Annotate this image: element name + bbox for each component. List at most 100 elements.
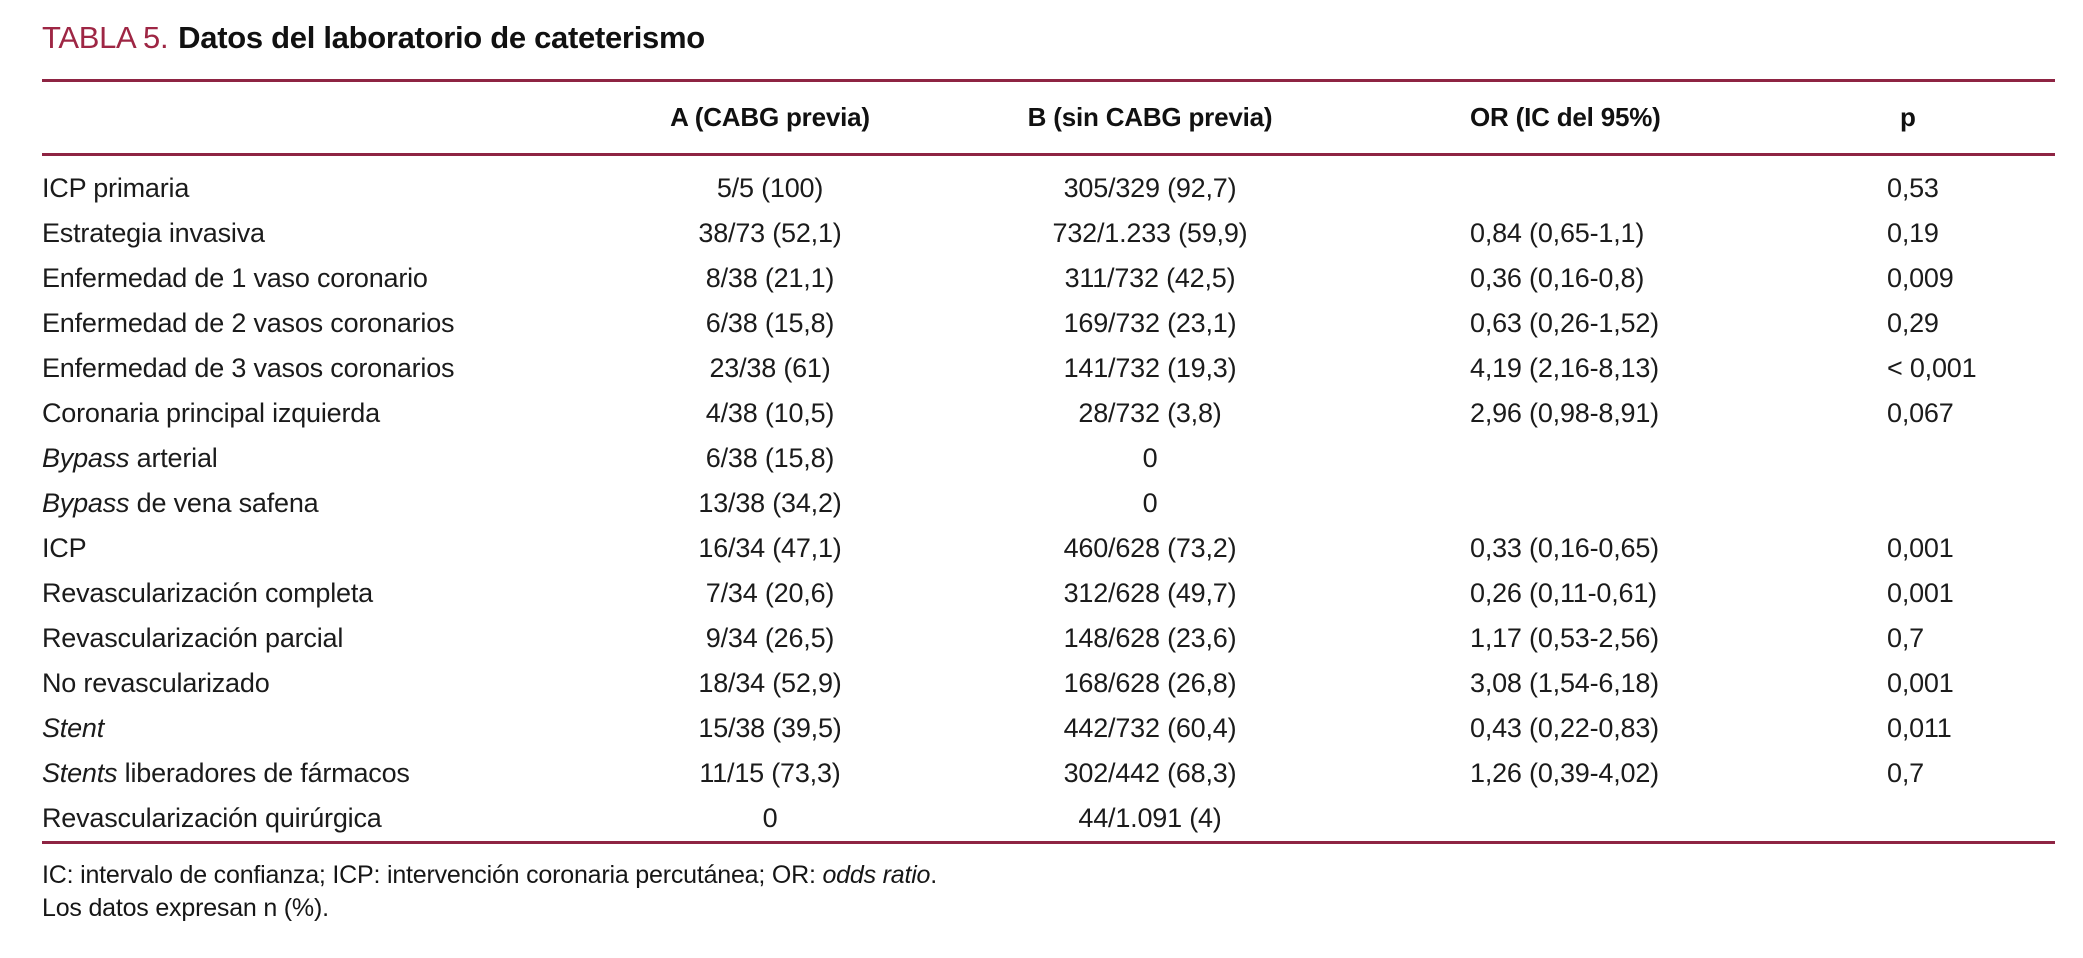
cell-or: 1,17 (0,53-2,56) xyxy=(1470,623,1659,653)
table-row: Estrategia invasiva 38/73 (52,1) 732/1.2… xyxy=(42,211,2055,256)
row-label-cell: Coronaria principal izquierda xyxy=(42,391,640,436)
table-row: ICP primaria 5/5 (100) 305/329 (92,7) 0,… xyxy=(42,155,2055,212)
row-label-italic-part: Bypass xyxy=(42,488,130,518)
row-label-cell: Estrategia invasiva xyxy=(42,211,640,256)
table-footnotes: IC: intervalo de confianza; ICP: interve… xyxy=(42,859,2055,925)
cell-p: 0,7 xyxy=(1887,758,1924,788)
footnote-data-format: Los datos expresan n (%). xyxy=(42,894,329,922)
footnote-abbreviations: IC: intervalo de confianza; ICP: interve… xyxy=(42,859,2055,892)
cell-group-a: 6/38 (15,8) xyxy=(705,308,835,338)
column-header-group-b: B (sin CABG previa) xyxy=(900,79,1400,156)
table-caption: TABLA 5. Datos del laboratorio de cateter… xyxy=(42,18,2055,58)
table-row: No revascularizado 18/34 (52,9) 168/628 … xyxy=(42,661,2055,706)
cell-or xyxy=(1400,155,1850,212)
cell-group-a: 0 xyxy=(640,796,900,844)
cell-or: 0,63 (0,26-1,52) xyxy=(1470,308,1659,338)
cell-or: 3,08 (1,54-6,18) xyxy=(1470,668,1659,698)
row-label-text: ICP xyxy=(42,533,87,563)
table-row: Enfermedad de 3 vasos coronarios 23/38 (… xyxy=(42,346,2055,391)
row-label-text: Estrategia invasiva xyxy=(42,218,265,248)
cell-p: 0,011 xyxy=(1887,713,1952,743)
table-title: Datos del laboratorio de cateterismo xyxy=(178,20,705,55)
cell-or: 0,43 (0,22-0,83) xyxy=(1470,713,1659,743)
row-label-italic-part: Bypass xyxy=(42,443,130,473)
column-header-p: p xyxy=(1850,79,2055,156)
table-header: A (CABG previa) B (sin CABG previa) OR (… xyxy=(42,79,2055,156)
cell-or xyxy=(1400,481,1850,526)
row-label-text: Revascularización quirúrgica xyxy=(42,803,382,833)
cell-group-a: 13/38 (34,2) xyxy=(698,488,842,518)
cell-p: 0,001 xyxy=(1887,668,1954,698)
cell-group-b: 28/732 (3,8) xyxy=(1078,398,1222,428)
cell-group-b: 732/1.233 (59,9) xyxy=(1052,218,1248,248)
table-row: Stents liberadores de fármacos 11/15 (73… xyxy=(42,751,2055,796)
row-label-text: Enfermedad de 1 vaso coronario xyxy=(42,263,428,293)
cell-group-b: 168/628 (26,8) xyxy=(1063,668,1237,698)
row-label-text: Enfermedad de 3 vasos coronarios xyxy=(42,353,455,383)
table-row: ICP 16/34 (47,1) 460/628 (73,2) 0,33 (0,… xyxy=(42,526,2055,571)
cell-or: 0,84 (0,65-1,1) xyxy=(1470,218,1645,248)
cell-group-b: 148/628 (23,6) xyxy=(1063,623,1237,653)
cell-group-a: 4/38 (10,5) xyxy=(705,398,835,428)
row-label-cell: ICP primaria xyxy=(42,155,640,212)
row-label-cell: Revascularización quirúrgica xyxy=(42,796,640,844)
row-label-text: Coronaria principal izquierda xyxy=(42,398,380,428)
table-row: Coronaria principal izquierda 4/38 (10,5… xyxy=(42,391,2055,436)
cell-group-a: 7/34 (20,6) xyxy=(705,578,835,608)
cell-group-a: 18/34 (52,9) xyxy=(698,668,842,698)
row-label-italic-part: Stents xyxy=(42,758,118,788)
table-row: Enfermedad de 1 vaso coronario 8/38 (21,… xyxy=(42,256,2055,301)
cell-group-b: 311/732 (42,5) xyxy=(1064,263,1236,293)
cell-or xyxy=(1400,436,1850,481)
cell-p: < 0,001 xyxy=(1887,353,1977,383)
cell-or: 2,96 (0,98-8,91) xyxy=(1470,398,1659,428)
table-body: ICP primaria 5/5 (100) 305/329 (92,7) 0,… xyxy=(42,155,2055,844)
row-label-cell: Bypass de vena safena xyxy=(42,481,640,526)
cell-p: 0,067 xyxy=(1887,398,1954,428)
row-label-cell: Bypass arterial xyxy=(42,436,640,481)
cell-p: 0,29 xyxy=(1887,308,1939,338)
cell-p xyxy=(1850,481,2055,526)
footnote-abbrev-text: IC: intervalo de confianza; ICP: interve… xyxy=(42,861,823,889)
cell-group-a: 15/38 (39,5) xyxy=(698,713,842,743)
cell-group-a: 8/38 (21,1) xyxy=(705,263,835,293)
cell-group-a: 16/34 (47,1) xyxy=(698,533,842,563)
cell-p xyxy=(1850,436,2055,481)
row-label-text: de vena safena xyxy=(129,488,319,518)
cell-p: 0,001 xyxy=(1887,533,1954,563)
row-label-cell: ICP xyxy=(42,526,640,571)
cell-group-b: 169/732 (23,1) xyxy=(1063,308,1237,338)
row-label-cell: Revascularización parcial xyxy=(42,616,640,661)
table-row: Enfermedad de 2 vasos coronarios 6/38 (1… xyxy=(42,301,2055,346)
row-label-text: liberadores de fármacos xyxy=(117,758,410,788)
cell-p: 0,19 xyxy=(1887,218,1939,248)
row-label-cell: Enfermedad de 1 vaso coronario xyxy=(42,256,640,301)
row-label-italic-part: Stent xyxy=(42,713,105,743)
cell-p: 0,7 xyxy=(1887,623,1924,653)
row-label-text: arterial xyxy=(129,443,218,473)
cell-group-a: 23/38 (61) xyxy=(709,353,831,383)
table-row: Stent 15/38 (39,5) 442/732 (60,4) 0,43 (… xyxy=(42,706,2055,751)
cell-group-b: 0 xyxy=(1142,488,1158,518)
row-label-cell: Stents liberadores de fármacos xyxy=(42,751,640,796)
cell-p: 0,001 xyxy=(1887,578,1954,608)
cell-or: 1,26 (0,39-4,02) xyxy=(1470,758,1659,788)
catheterization-data-table: A (CABG previa) B (sin CABG previa) OR (… xyxy=(42,79,2055,844)
column-header-or: OR (IC del 95%) xyxy=(1400,79,1850,156)
cell-or: 0,26 (0,11-0,61) xyxy=(1470,578,1657,608)
table-number-label: TABLA 5. xyxy=(42,20,169,55)
row-label-text: Revascularización completa xyxy=(42,578,373,608)
footnote-abbrev-period: . xyxy=(930,861,938,889)
cell-group-a: 9/34 (26,5) xyxy=(705,623,835,653)
cell-or xyxy=(1400,796,1850,844)
column-header-rowlabel xyxy=(42,79,640,156)
cell-group-a: 5/5 (100) xyxy=(716,173,824,203)
row-label-cell: Stent xyxy=(42,706,640,751)
cell-group-b: 44/1.091 (4) xyxy=(900,796,1400,844)
table-row: Bypass de vena safena 13/38 (34,2) 0 xyxy=(42,481,2055,526)
cell-group-b: 0 xyxy=(1142,443,1158,473)
cell-p: 0,009 xyxy=(1887,263,1954,293)
column-header-group-a: A (CABG previa) xyxy=(640,79,900,156)
cell-group-a: 6/38 (15,8) xyxy=(705,443,835,473)
